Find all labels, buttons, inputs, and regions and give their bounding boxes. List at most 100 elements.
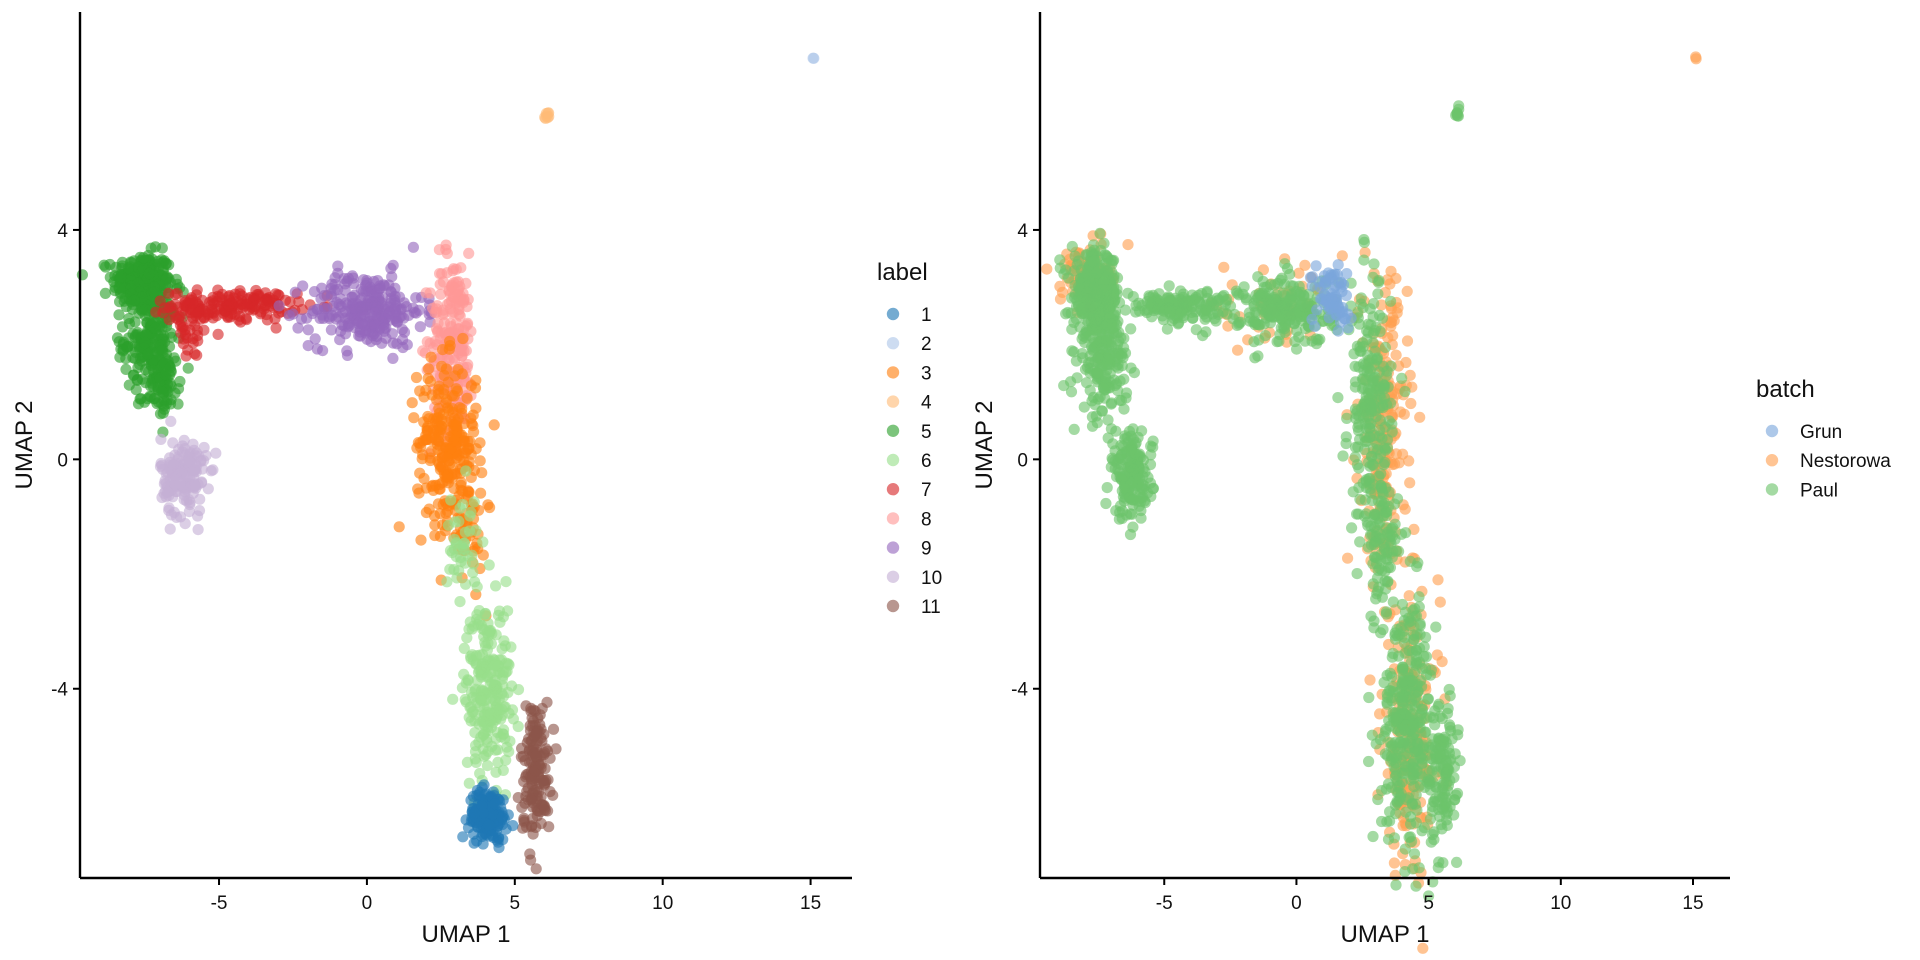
point-Paul <box>1224 300 1237 312</box>
point-11 <box>530 750 542 762</box>
point-Paul <box>1368 429 1380 442</box>
point-6 <box>492 756 504 769</box>
point-Paul <box>1353 410 1365 422</box>
point-11 <box>521 786 533 798</box>
point-3 <box>434 530 446 543</box>
point-9 <box>401 339 413 351</box>
point-3 <box>426 480 438 492</box>
point-9 <box>308 286 321 298</box>
legend-key-10 <box>886 570 900 583</box>
point-6 <box>490 766 502 778</box>
point-Paul <box>1453 100 1465 112</box>
point-Grun <box>1341 268 1353 280</box>
point-9 <box>323 313 336 325</box>
point-9 <box>326 278 338 290</box>
point-Paul <box>1363 755 1375 768</box>
point-Paul <box>1161 323 1173 335</box>
point-Nestorowa <box>1690 53 1702 65</box>
point-Paul <box>1069 250 1081 262</box>
point-8 <box>427 302 439 314</box>
point-Grun <box>1331 309 1343 321</box>
point-6 <box>451 572 463 584</box>
point-Paul <box>1102 414 1114 426</box>
point-Paul <box>1404 831 1416 843</box>
point-Paul <box>1430 781 1442 794</box>
point-Paul <box>1378 392 1391 404</box>
point-Paul <box>1371 572 1384 584</box>
point-6 <box>461 756 473 769</box>
point-Paul <box>1173 297 1185 309</box>
point-Paul <box>1113 326 1125 338</box>
point-5 <box>156 386 168 398</box>
point-Paul <box>1358 254 1370 266</box>
point-Paul <box>1353 462 1365 474</box>
point-Nestorowa <box>1389 869 1401 882</box>
x-axis-title: UMAP 1 <box>422 921 511 948</box>
point-6 <box>467 567 479 579</box>
point-Paul <box>1400 794 1412 806</box>
point-Paul <box>1399 866 1411 878</box>
point-3 <box>444 335 456 347</box>
point-3 <box>425 351 437 363</box>
point-Paul <box>1295 286 1307 298</box>
point-Paul <box>1094 227 1106 239</box>
point-Paul <box>1379 565 1391 577</box>
point-5 <box>143 267 155 280</box>
point-Paul <box>1100 250 1112 262</box>
point-Paul <box>1275 322 1287 334</box>
point-8 <box>448 306 460 318</box>
point-6 <box>512 684 525 696</box>
point-6 <box>479 608 491 620</box>
scatter-points <box>76 52 820 875</box>
point-5 <box>122 262 134 274</box>
point-6 <box>470 650 482 662</box>
point-Paul <box>1353 361 1365 373</box>
point-9 <box>398 297 410 309</box>
legend-label-6: 6 <box>921 451 932 472</box>
point-3 <box>411 442 423 454</box>
point-Paul <box>1397 661 1409 674</box>
point-7 <box>177 338 189 350</box>
point-Paul <box>1349 451 1361 463</box>
point-3 <box>436 360 448 372</box>
point-2 <box>807 52 819 64</box>
point-Paul <box>1115 439 1127 452</box>
legend-label-11: 11 <box>921 597 941 618</box>
point-6 <box>503 746 515 758</box>
point-Paul <box>1362 541 1374 553</box>
point-Paul <box>1367 459 1379 471</box>
point-Paul <box>1114 452 1127 464</box>
point-Paul <box>1332 392 1344 404</box>
point-Paul <box>1118 403 1130 415</box>
point-11 <box>550 743 562 755</box>
point-3 <box>467 420 479 432</box>
point-3 <box>433 458 445 470</box>
point-6 <box>471 674 483 687</box>
point-Paul <box>1139 466 1151 478</box>
x-tick-label: -5 <box>1156 893 1173 914</box>
point-Nestorowa <box>1364 674 1376 686</box>
point-8 <box>438 317 450 329</box>
point-3 <box>429 519 441 531</box>
point-Paul <box>1087 255 1099 268</box>
point-Paul <box>1112 358 1124 371</box>
legend-key-5 <box>886 424 900 437</box>
point-3 <box>420 506 432 519</box>
point-8 <box>452 323 464 335</box>
point-Paul <box>1434 748 1446 760</box>
point-Paul <box>1452 110 1464 122</box>
point-6 <box>477 729 490 741</box>
point-Nestorowa <box>1390 349 1402 361</box>
point-Paul <box>1378 497 1390 509</box>
point-7 <box>175 327 187 339</box>
legend-label-1: 1 <box>921 305 932 326</box>
point-Paul <box>1379 341 1391 353</box>
point-Paul <box>1158 314 1170 326</box>
point-6 <box>458 642 470 655</box>
point-9 <box>355 283 367 295</box>
point-Paul <box>1100 497 1112 510</box>
point-9 <box>389 304 401 316</box>
point-6 <box>465 506 477 518</box>
point-Paul <box>1387 596 1399 608</box>
